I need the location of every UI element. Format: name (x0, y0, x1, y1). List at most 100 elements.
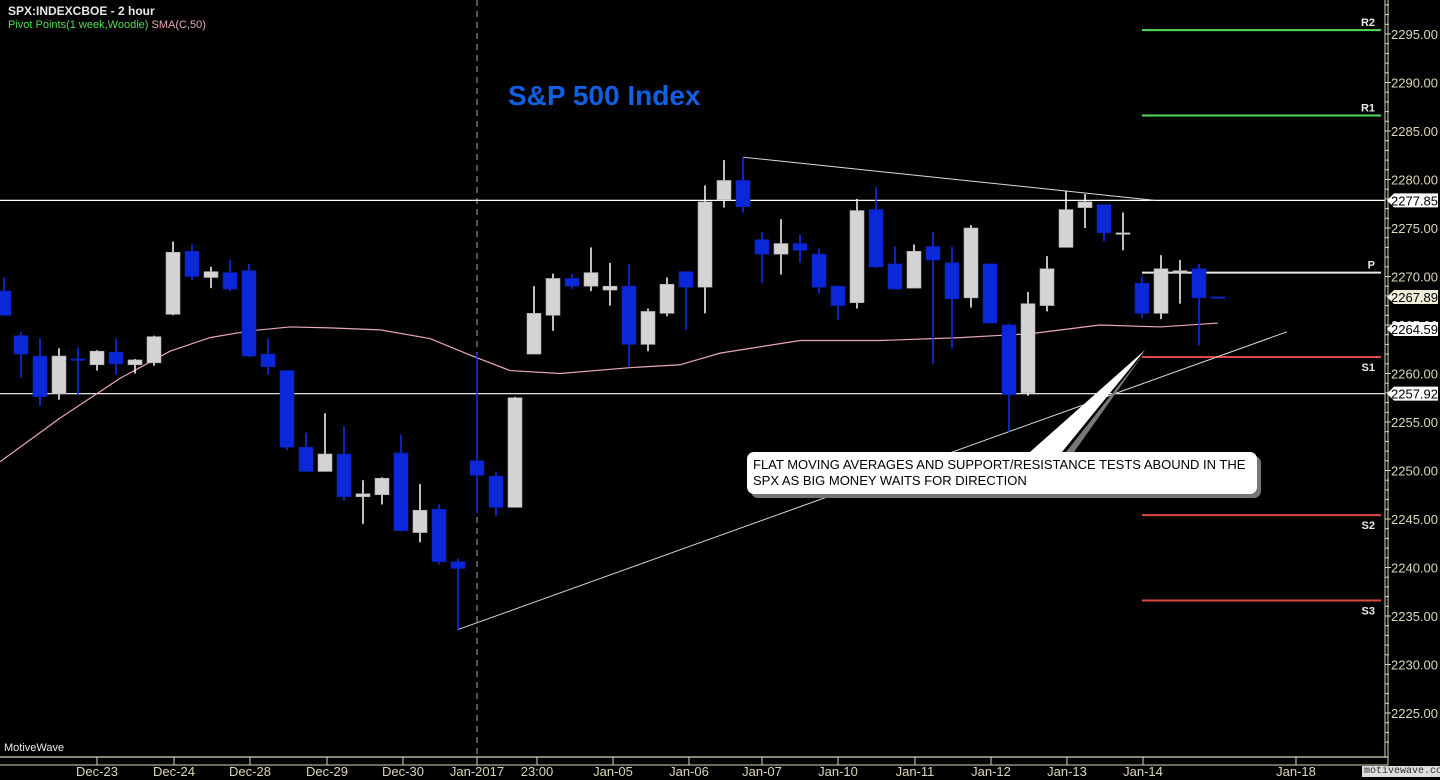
price-marker[interactable] (1387, 386, 1438, 401)
candle-body[interactable] (716, 180, 732, 201)
x-tick-label: Dec-28 (229, 764, 271, 779)
x-tick-label: Dec-29 (306, 764, 348, 779)
candle-body[interactable] (260, 353, 276, 368)
y-tick-label: 2230.00 (1391, 658, 1438, 673)
candle-body[interactable] (678, 271, 694, 288)
candle-body[interactable] (583, 272, 599, 287)
pivot-label-s3: S3 (1362, 605, 1375, 617)
x-tick-label: Jan-10 (818, 764, 858, 779)
candle-body[interactable] (507, 397, 523, 508)
candle-body[interactable] (621, 285, 637, 345)
candle-body[interactable] (925, 246, 941, 261)
x-tick-label: Jan-07 (742, 764, 782, 779)
price-marker[interactable] (1387, 289, 1438, 304)
price-marker-label: 2277.85 (1391, 193, 1438, 208)
candle-body[interactable] (697, 201, 713, 288)
candle-body[interactable] (640, 311, 656, 345)
candle-body[interactable] (1096, 204, 1112, 234)
candle-body[interactable] (146, 336, 162, 364)
candle-body[interactable] (488, 476, 504, 508)
candle-body[interactable] (811, 253, 827, 288)
y-tick-label: 2290.00 (1391, 76, 1438, 91)
candle-body[interactable] (602, 285, 618, 291)
candle-body[interactable] (1039, 268, 1055, 306)
candle-body[interactable] (1210, 296, 1226, 299)
price-marker-label: 2264.59 (1391, 322, 1438, 337)
candle-body[interactable] (241, 270, 257, 357)
x-tick-label: Jan-05 (593, 764, 633, 779)
x-tick-label: Dec-24 (153, 764, 195, 779)
candle-body[interactable] (659, 283, 675, 314)
pivot-points-legend[interactable]: Pivot Points(1 week,Woodie) (8, 19, 149, 31)
candle-body[interactable] (51, 355, 67, 395)
price-marker[interactable] (1387, 193, 1438, 208)
candle-body[interactable] (13, 335, 29, 355)
candle-body[interactable] (735, 180, 751, 207)
candle-body[interactable] (1134, 282, 1150, 314)
x-tick-label: Jan-14 (1123, 764, 1163, 779)
candle-body[interactable] (906, 250, 922, 289)
candle-body[interactable] (982, 263, 998, 324)
y-tick-label: 2255.00 (1391, 415, 1438, 430)
x-tick-label: Dec-30 (382, 764, 424, 779)
symbol-title: SPX:INDEXCBOE - 2 hour (8, 4, 155, 18)
candle-body[interactable] (868, 209, 884, 268)
x-tick-label: 23:00 (521, 764, 554, 779)
candle-body[interactable] (564, 278, 580, 287)
candle-body[interactable] (830, 285, 846, 306)
price-marker[interactable] (1387, 321, 1438, 336)
candle-body[interactable] (963, 227, 979, 299)
candle-body[interactable] (222, 272, 238, 290)
candle-body[interactable] (526, 313, 542, 355)
candle-body[interactable] (792, 243, 808, 251)
candle-body[interactable] (1001, 324, 1017, 396)
candle-body[interactable] (412, 509, 428, 533)
candle-body[interactable] (1172, 270, 1188, 273)
candle-body[interactable] (1115, 232, 1131, 235)
candle-body[interactable] (1020, 303, 1036, 394)
candle-body[interactable] (374, 477, 390, 496)
candle-body[interactable] (317, 453, 333, 472)
candle-body[interactable] (1153, 268, 1169, 314)
candle-body[interactable] (336, 453, 352, 497)
candle-body[interactable] (165, 251, 181, 315)
candle-body[interactable] (298, 446, 314, 472)
y-tick-label: 2235.00 (1391, 609, 1438, 624)
candle-body[interactable] (127, 359, 143, 366)
candle-body[interactable] (89, 350, 105, 366)
trendline[interactable] (742, 156, 1156, 201)
candle-body[interactable] (108, 351, 124, 365)
candle-body[interactable] (1058, 209, 1074, 248)
candle-body[interactable] (184, 250, 200, 277)
candle-body[interactable] (773, 243, 789, 255)
candle-body[interactable] (203, 271, 219, 278)
pivot-label-p: P (1368, 260, 1375, 272)
candle-body[interactable] (944, 262, 960, 300)
candle-body[interactable] (887, 263, 903, 290)
candle-body[interactable] (849, 210, 865, 303)
candle-body[interactable] (70, 358, 86, 361)
candle-body[interactable] (0, 290, 12, 316)
candle-body[interactable] (393, 452, 409, 531)
candle-body[interactable] (32, 355, 48, 398)
callout-annotation[interactable]: FLAT MOVING AVERAGES AND SUPPORT/RESISTA… (747, 452, 1257, 494)
watermark: motivewave.com (1362, 766, 1440, 777)
x-tick-label: Jan-18 (1276, 764, 1316, 779)
sma-50-line[interactable] (0, 322, 1219, 463)
candle-body[interactable] (545, 278, 561, 316)
candle-body[interactable] (431, 508, 447, 562)
candle-body[interactable] (1077, 201, 1093, 208)
candle-body[interactable] (469, 460, 485, 476)
y-tick-label: 2280.00 (1391, 173, 1438, 188)
candle-body[interactable] (279, 370, 295, 448)
sma-legend[interactable]: SMA(C,50) (151, 19, 206, 31)
candle-body[interactable] (1191, 268, 1207, 299)
candle-body[interactable] (450, 561, 466, 569)
candle-body[interactable] (355, 493, 371, 497)
candle-body[interactable] (754, 239, 770, 255)
pivot-label-s1: S1 (1362, 362, 1375, 374)
y-tick-label: 2270.00 (1391, 270, 1438, 285)
y-tick-label: 2285.00 (1391, 124, 1438, 139)
x-tick-label: Dec-23 (76, 764, 118, 779)
